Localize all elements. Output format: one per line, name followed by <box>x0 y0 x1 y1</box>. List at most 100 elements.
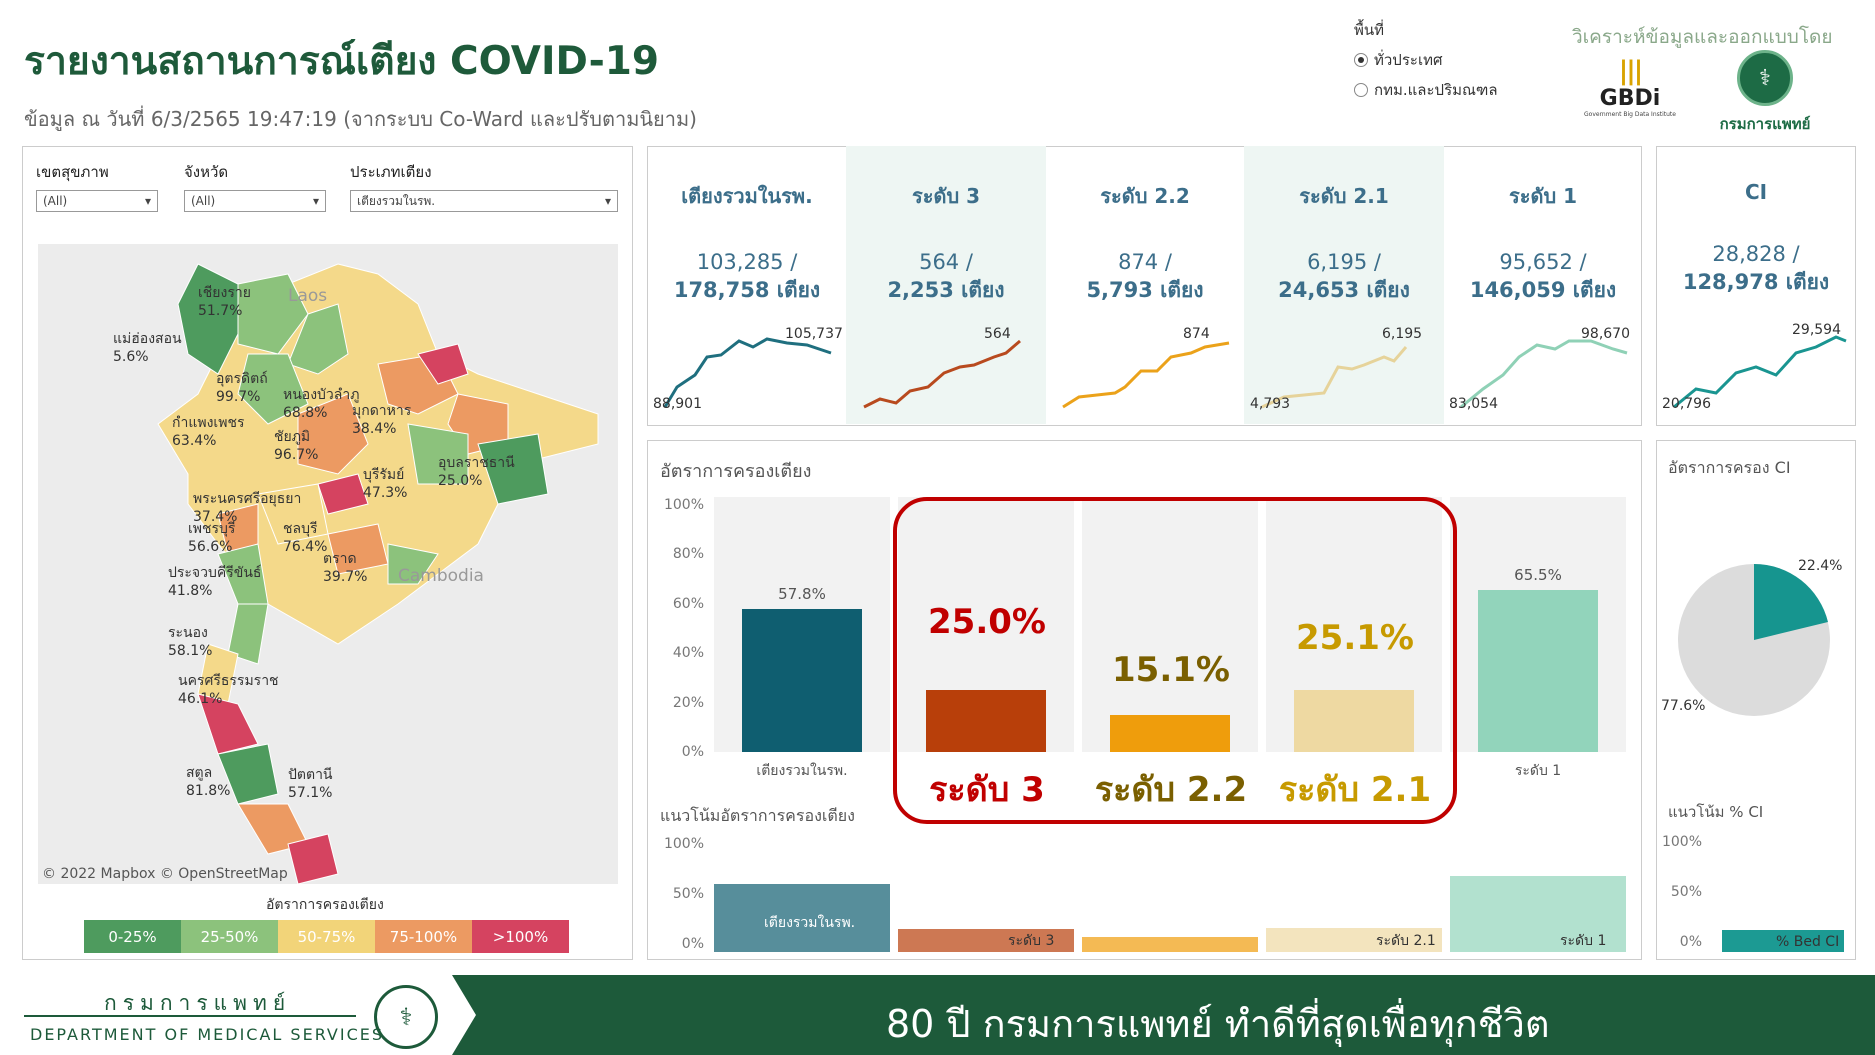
province-label[interactable]: ตราด 39.7% <box>323 550 367 586</box>
kpi-total: 178,758 เตียง <box>673 278 821 302</box>
trend-title: แนวโน้มอัตราการครองเตียง <box>660 806 855 825</box>
bar[interactable] <box>1110 714 1230 752</box>
province-dropdown[interactable]: (All) ▾ <box>184 190 326 212</box>
province-label[interactable]: สตูล 81.8% <box>186 764 230 800</box>
area-option-nationwide[interactable]: ทั่วประเทศ <box>1354 48 1498 72</box>
area-option-bangkok[interactable]: กทม.และปริมณฑล <box>1354 78 1498 102</box>
kpi-title: เตียงรวมในรพ. <box>681 184 813 208</box>
legend-item: >100% <box>472 920 569 953</box>
big-value-label: 25.1% <box>1296 618 1414 658</box>
province-name: บุรีรัมย์ <box>363 467 405 483</box>
spark-start-label: 20,796 <box>1662 396 1711 412</box>
province-label[interactable]: อุบลราชธานี 25.0% <box>438 454 515 490</box>
province-label[interactable]: ระนอง 58.1% <box>168 624 212 660</box>
thailand-map[interactable]: Laos Cambodia เชียงราย 51.7% แม่ฮ่องสอน 5.6… <box>38 244 618 885</box>
ci-tick: 0% <box>1679 934 1702 950</box>
map-legend: 0-25% 25-50% 50-75% 75-100% >100% <box>84 920 569 953</box>
province-name: ระนอง <box>168 625 208 641</box>
kpi-title: ระดับ 2.1 <box>1299 184 1389 208</box>
radio-icon[interactable] <box>1354 83 1368 97</box>
province-label[interactable]: แม่ฮ่องสอน 5.6% <box>113 330 182 366</box>
sparkline-path <box>1460 339 1628 409</box>
map-label-cambodia: Cambodia <box>398 566 484 586</box>
spark-end-label: 29,594 <box>1792 322 1841 338</box>
sparkline <box>1062 341 1230 409</box>
sparkline <box>1261 346 1408 409</box>
big-value-label: 25.0% <box>928 602 1046 642</box>
annotation-label: ระดับ 2.1 <box>1278 770 1432 810</box>
trend-area <box>1266 928 1442 952</box>
kpi-value: 874 / 5,793 เตียง <box>1045 248 1245 304</box>
province-name: ปัตตานี <box>288 767 333 783</box>
ci-tick: 50% <box>1670 884 1702 900</box>
kpi-card[interactable]: ระดับ 1 95,652 / 146,059 เตียง 83,054 98,670 <box>1443 146 1643 424</box>
y-tick: 60% <box>672 595 704 612</box>
health-region-dropdown[interactable]: (All) ▾ <box>36 190 158 212</box>
bar-value-label: 65.5% <box>1514 566 1562 585</box>
kpi-card[interactable]: เตียงรวมในรพ. 103,285 / 178,758 เตียง 88,90… <box>647 146 847 424</box>
bar[interactable] <box>1294 690 1414 752</box>
kpi-title: ระดับ 1 <box>1508 184 1578 208</box>
province-label[interactable]: บุรีรัมย์ 47.3% <box>363 466 407 502</box>
province-name: อุบลราชธานี <box>438 455 515 471</box>
analysis-credit: วิเคราะห์ข้อมูลและออกแบบโดย <box>1572 26 1833 48</box>
province-label[interactable]: ชลบุรี 76.4% <box>283 520 327 556</box>
gbdi-logo: ||| GBDi Government Big Data Institute <box>1574 56 1686 118</box>
province-pct: 68.8% <box>283 405 328 421</box>
legend-title: อัตราการครองเตียง <box>266 897 384 913</box>
kpi-panel <box>647 146 1642 426</box>
kpi-card-ci[interactable]: CI 28,828 / 128,978 เตียง 20,796 29,594 <box>1656 146 1856 424</box>
legend-item: 50-75% <box>278 920 375 953</box>
province-label[interactable]: นครศรีธรรมราช 46.1% <box>178 672 279 708</box>
sparkline <box>1460 339 1628 409</box>
kpi-card[interactable]: ระดับ 3 564 / 2,253 เตียง 564 <box>846 146 1046 424</box>
highlight-box <box>893 497 1457 824</box>
sparkline-path <box>663 337 832 408</box>
map-shapes <box>157 263 599 885</box>
province-label[interactable]: กำแพงเพชร 63.4% <box>172 414 244 450</box>
legend-item: 25-50% <box>181 920 278 953</box>
bar[interactable] <box>1478 590 1598 752</box>
footer-slogan: 80 ปี กรมการแพทย์ ทำดีที่สุดเพื่อทุกชีวิ… <box>886 1002 1550 1046</box>
dropdown-arrow-icon: ▾ <box>604 194 611 208</box>
province-pct: 39.7% <box>323 569 368 585</box>
area-label: พื้นที่ <box>1354 21 1385 39</box>
province-label[interactable]: ปัตตานี 57.1% <box>288 766 333 802</box>
province-label[interactable]: พระนครศรีอยุธยา 37.4% <box>193 490 301 526</box>
data-timestamp: ข้อมูล ณ วันที่ 6/3/2565 19:47:19 (จากระ… <box>24 107 697 131</box>
trend-series-label: ระดับ 1 <box>1560 933 1607 949</box>
province-name: หนองบัวลำภู <box>283 387 360 403</box>
province-pct: 81.8% <box>186 783 231 799</box>
bed-type-dropdown[interactable]: เตียงรวมในรพ. ▾ <box>350 190 618 212</box>
kpi-value: 95,652 / 146,059 เตียง <box>1443 248 1643 304</box>
province-name: เชียงราย <box>198 285 251 301</box>
province-label[interactable]: หนองบัวลำภู 68.8% <box>283 386 359 422</box>
province-name: เพชรบุรี <box>188 521 236 537</box>
spark-start-label: 88,901 <box>653 396 702 412</box>
kpi-title: CI <box>1744 180 1768 204</box>
bar[interactable] <box>742 609 862 752</box>
bar[interactable] <box>926 690 1046 752</box>
province-label[interactable]: อุตรดิตถ์ 99.7% <box>216 370 268 406</box>
kpi-card[interactable]: ระดับ 2.2 874 / 5,793 เตียง 874 <box>1045 146 1245 424</box>
kpi-value: 6,195 / 24,653 เตียง <box>1244 248 1444 304</box>
footer-org-english: DEPARTMENT OF MEDICAL SERVICES <box>30 1025 385 1044</box>
kpi-used: 103,285 / <box>696 250 798 274</box>
ci-pie-chart <box>1678 563 1830 716</box>
area-selector: พื้นที่ ทั่วประเทศ กทม.และปริมณฑล <box>1354 18 1498 102</box>
province-pct: 37.4% <box>193 509 238 525</box>
province-pct: 56.6% <box>188 539 233 555</box>
province-label[interactable]: มุกดาหาร 38.4% <box>352 402 411 438</box>
radio-icon[interactable] <box>1354 53 1368 67</box>
spark-end-label: 6,195 <box>1382 326 1423 342</box>
province-label[interactable]: ชัยภูมิ 96.7% <box>274 428 318 464</box>
trend-series-label: เตียงรวมในรพ. <box>764 915 856 931</box>
province-label[interactable]: เพชรบุรี 56.6% <box>188 520 235 556</box>
province-pct: 47.3% <box>363 485 408 501</box>
province-label[interactable]: เชียงราย 51.7% <box>198 284 251 320</box>
sparkline <box>863 339 1021 409</box>
big-value-label: 15.1% <box>1112 650 1230 690</box>
province-label[interactable]: ประจวบคีรีขันธ์ 41.8% <box>168 564 261 600</box>
kpi-card[interactable]: ระดับ 2.1 6,195 / 24,653 เตียง 4,793 6,195 <box>1244 146 1444 424</box>
spark-end-label: 564 <box>984 326 1011 342</box>
